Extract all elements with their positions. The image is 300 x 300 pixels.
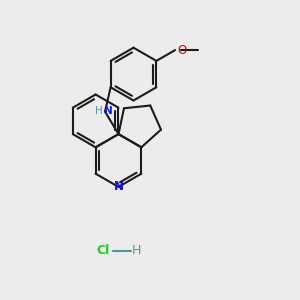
Text: N: N <box>104 106 113 116</box>
Text: H: H <box>94 106 102 116</box>
Text: O: O <box>177 44 186 57</box>
Text: N: N <box>113 180 124 194</box>
Text: H: H <box>132 244 141 257</box>
Text: Cl: Cl <box>97 244 110 257</box>
